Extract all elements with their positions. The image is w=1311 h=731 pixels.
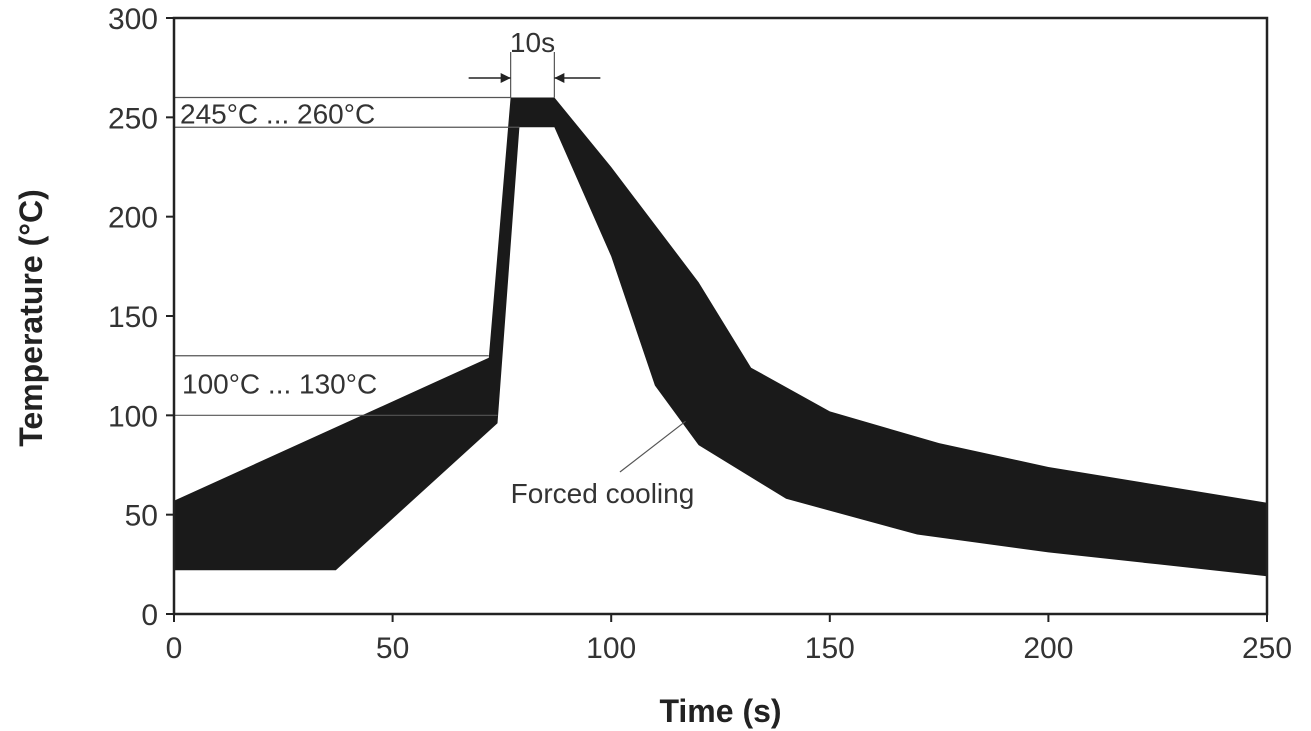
reference-lines [174, 96, 520, 416]
x-tick-label: 200 [1023, 632, 1073, 665]
y-tick-label: 0 [141, 599, 158, 632]
x-tick-label: 0 [166, 632, 183, 665]
temperature-band [174, 97, 1267, 577]
forced-cooling-label: Forced cooling [511, 478, 695, 509]
y-axis-title: Temperature (°C) [13, 189, 49, 447]
cooling-leader-line [619, 420, 686, 473]
x-tick-label: 100 [586, 632, 636, 665]
x-tick-label: 150 [805, 632, 855, 665]
y-tick-label: 50 [125, 500, 158, 533]
x-axis-title: Time (s) [659, 693, 781, 729]
preheat-range-label: 100°C ... 130°C [182, 368, 377, 399]
y-tick-label: 150 [108, 301, 158, 334]
x-tick-label: 50 [376, 632, 409, 665]
x-axis-ticks: 0 50 100 150 200 250 [166, 614, 1292, 665]
y-tick-label: 300 [108, 3, 158, 36]
dwell-label: 10s [510, 27, 555, 58]
y-axis-ticks: 0 50 100 150 200 250 300 [108, 3, 174, 632]
x-tick-label: 250 [1242, 632, 1292, 665]
peak-range-label: 245°C ... 260°C [180, 98, 375, 129]
y-tick-label: 250 [108, 102, 158, 135]
dwell-dimension: 10s [468, 27, 601, 98]
y-tick-label: 200 [108, 202, 158, 235]
y-tick-label: 100 [108, 400, 158, 433]
